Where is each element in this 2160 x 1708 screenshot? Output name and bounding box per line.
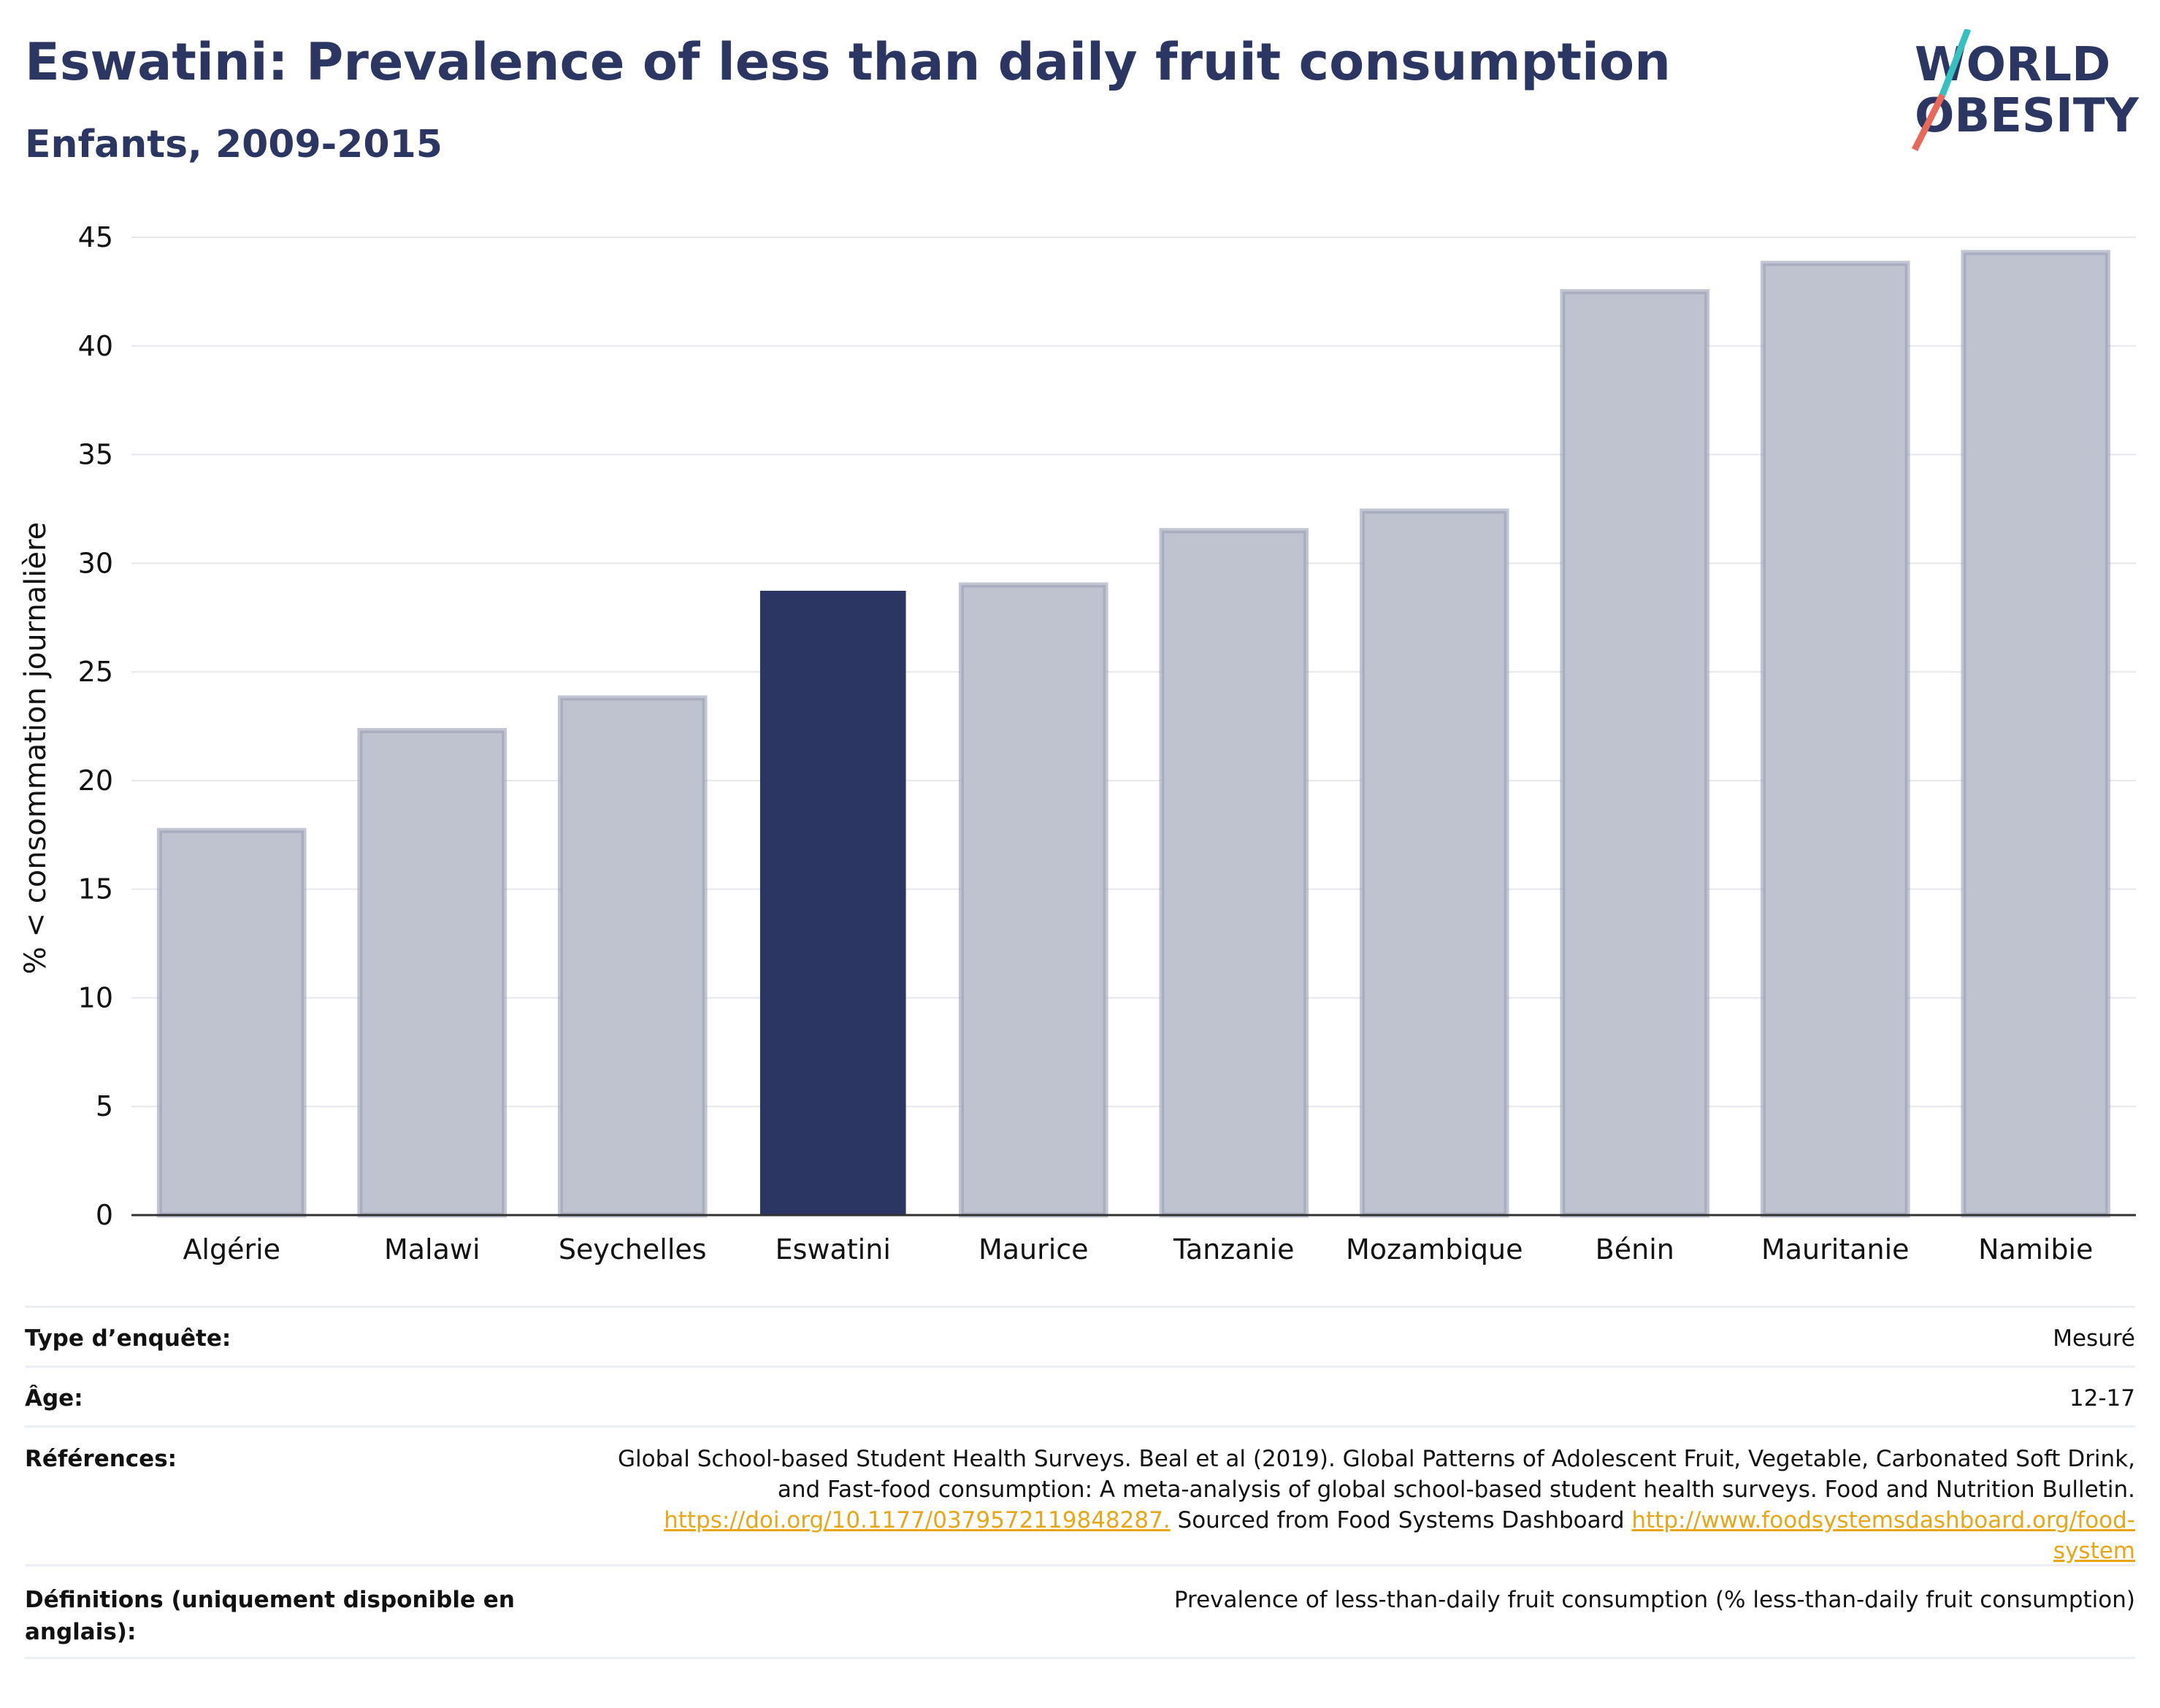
y-tick-label: 30 [78, 547, 113, 579]
info-row-definitions: Définitions (uniquement disponible en an… [25, 1564, 2135, 1659]
x-tick-label: Maurice [978, 1233, 1089, 1265]
x-tick-label: Seychelles [559, 1233, 707, 1265]
bar-seychelles [557, 695, 708, 1218]
x-tick-label: Bénin [1596, 1233, 1674, 1265]
dashboard-link-cont[interactable]: system [2053, 1538, 2135, 1564]
y-tick-label: 35 [78, 439, 113, 471]
y-axis-ticks: 0 5 10 15 20 25 30 35 40 45 [78, 221, 113, 1231]
info-row-survey: Type d’enquête: Mesuré [25, 1306, 2135, 1366]
references-text-2: and Fast-food consumption: A meta-analys… [777, 1477, 2135, 1503]
bar-namibie [1961, 250, 2111, 1218]
y-tick-label: 0 [96, 1199, 113, 1231]
page-subtitle: Enfants, 2009-2015 [25, 123, 443, 166]
bar-eswatini [759, 591, 906, 1216]
y-tick-label: 20 [78, 765, 113, 797]
references-label: Références: [25, 1446, 177, 1472]
age-value: 12-17 [2069, 1385, 2135, 1412]
bar-malawi [357, 727, 508, 1218]
logo-line2: OBESITY [1915, 89, 2139, 143]
info-table: Type d’enquête: Mesuré Âge: 12-17 Référe… [25, 1306, 2135, 1659]
definitions-label: Définitions (uniquement disponible en an… [25, 1587, 515, 1645]
bar-chart: 0 5 10 15 20 25 30 35 40 45 Algérie Malawi Seychell… [19, 221, 2136, 1265]
survey-type-label: Type d’enquête: [25, 1325, 231, 1352]
y-axis-label: % < consommation journalière [19, 522, 53, 974]
bar-maurice [958, 582, 1108, 1218]
references-text-1: Global School-based Student Health Surve… [618, 1446, 2135, 1472]
x-tick-label: Algérie [183, 1233, 280, 1265]
x-axis-ticks: Algérie Malawi Seychelles Eswatini Maurice Ta… [183, 1233, 2093, 1265]
bar-mozambique [1359, 508, 1509, 1218]
bar-algérie [156, 827, 307, 1218]
x-tick-label: Tanzanie [1173, 1233, 1295, 1265]
bar-bénin [1560, 288, 1710, 1218]
bar-mauritanie [1760, 261, 1910, 1218]
page-title: Eswatini: Prevalence of less than daily … [25, 32, 1671, 92]
dashboard-link[interactable]: http://www.foodsystemsdashboard.org/food… [1631, 1507, 2135, 1533]
x-tick-label: Malawi [384, 1233, 480, 1265]
references-text-3: Sourced from Food Systems Dashboard [1170, 1507, 1632, 1533]
y-tick-label: 10 [78, 981, 113, 1014]
info-row-age: Âge: 12-17 [25, 1366, 2135, 1425]
bars [156, 250, 2111, 1218]
x-tick-label: Namibie [1978, 1233, 2093, 1265]
x-tick-label: Mozambique [1346, 1233, 1523, 1265]
y-tick-label: 25 [78, 656, 113, 688]
references-value: Global School-based Student Health Surve… [521, 1444, 2135, 1564]
doi-link[interactable]: https://doi.org/10.1177/0379572119848287… [664, 1507, 1171, 1533]
logo-slash-bottom [1911, 93, 1946, 152]
x-tick-label: Mauritanie [1761, 1233, 1910, 1265]
info-row-references: Références: Global School-based Student … [25, 1425, 2135, 1564]
x-tick-label: Eswatini [775, 1233, 891, 1265]
world-obesity-logo: WORLD OBESITY [1911, 29, 2139, 152]
survey-type-value: Mesuré [2053, 1325, 2135, 1352]
definitions-value: Prevalence of less-than-daily fruit cons… [1173, 1587, 2135, 1613]
age-label: Âge: [25, 1385, 83, 1412]
y-tick-label: 5 [96, 1090, 113, 1122]
y-tick-label: 45 [78, 221, 113, 253]
y-tick-label: 40 [78, 330, 113, 362]
logo-slash-top [1939, 29, 1972, 96]
bar-tanzanie [1159, 528, 1309, 1218]
y-tick-label: 15 [78, 873, 113, 905]
